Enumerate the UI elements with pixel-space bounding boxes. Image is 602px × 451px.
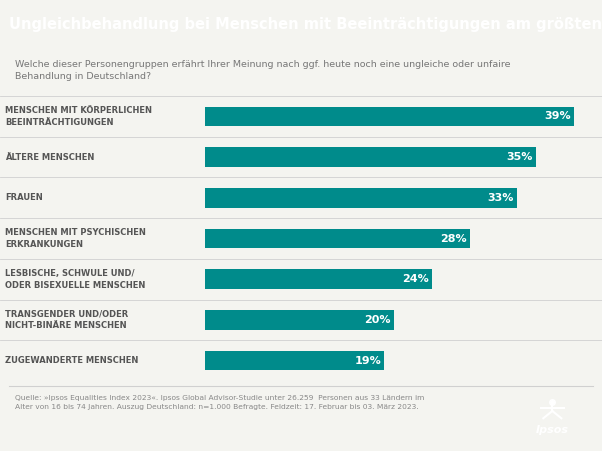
Text: TRANSGENDER UND/ODER
NICHT-BINÄRE MENSCHEN: TRANSGENDER UND/ODER NICHT-BINÄRE MENSCH…: [5, 309, 128, 330]
Text: Ungleichbehandlung bei Menschen mit Beeinträchtigungen am größten: Ungleichbehandlung bei Menschen mit Beei…: [9, 17, 602, 32]
Text: LESBISCHE, SCHWULE UND/
ODER BISEXUELLE MENSCHEN: LESBISCHE, SCHWULE UND/ ODER BISEXUELLE …: [5, 269, 145, 290]
Text: Quelle: »Ipsos Equalities Index 2023«. Ipsos Global Advisor-Studie unter 26.259 : Quelle: »Ipsos Equalities Index 2023«. I…: [15, 395, 424, 410]
Text: Welche dieser Personengruppen erfährt Ihrer Meinung nach ggf. heute noch eine un: Welche dieser Personengruppen erfährt Ih…: [15, 60, 510, 81]
Text: 33%: 33%: [488, 193, 514, 203]
Text: Ipsos: Ipsos: [536, 425, 569, 435]
Bar: [205, 229, 470, 248]
Bar: [205, 310, 394, 330]
Text: ZUGEWANDERTE MENSCHEN: ZUGEWANDERTE MENSCHEN: [5, 356, 138, 365]
Text: 24%: 24%: [402, 274, 429, 284]
Text: 20%: 20%: [364, 315, 391, 325]
Text: 19%: 19%: [355, 356, 382, 366]
Text: MENSCHEN MIT KÖRPERLICHEN
BEEINTRÄCHTIGUNGEN: MENSCHEN MIT KÖRPERLICHEN BEEINTRÄCHTIGU…: [5, 106, 152, 127]
Bar: [205, 147, 536, 167]
Text: ÄLTERE MENSCHEN: ÄLTERE MENSCHEN: [5, 152, 94, 161]
Text: 35%: 35%: [506, 152, 533, 162]
Bar: [205, 269, 432, 289]
Text: FRAUEN: FRAUEN: [5, 193, 43, 202]
Text: 39%: 39%: [544, 111, 571, 121]
Bar: [205, 106, 574, 126]
Bar: [205, 351, 385, 370]
Text: MENSCHEN MIT PSYCHISCHEN
ERKRANKUNGEN: MENSCHEN MIT PSYCHISCHEN ERKRANKUNGEN: [5, 228, 146, 249]
Bar: [205, 188, 517, 207]
Text: 28%: 28%: [440, 234, 467, 244]
